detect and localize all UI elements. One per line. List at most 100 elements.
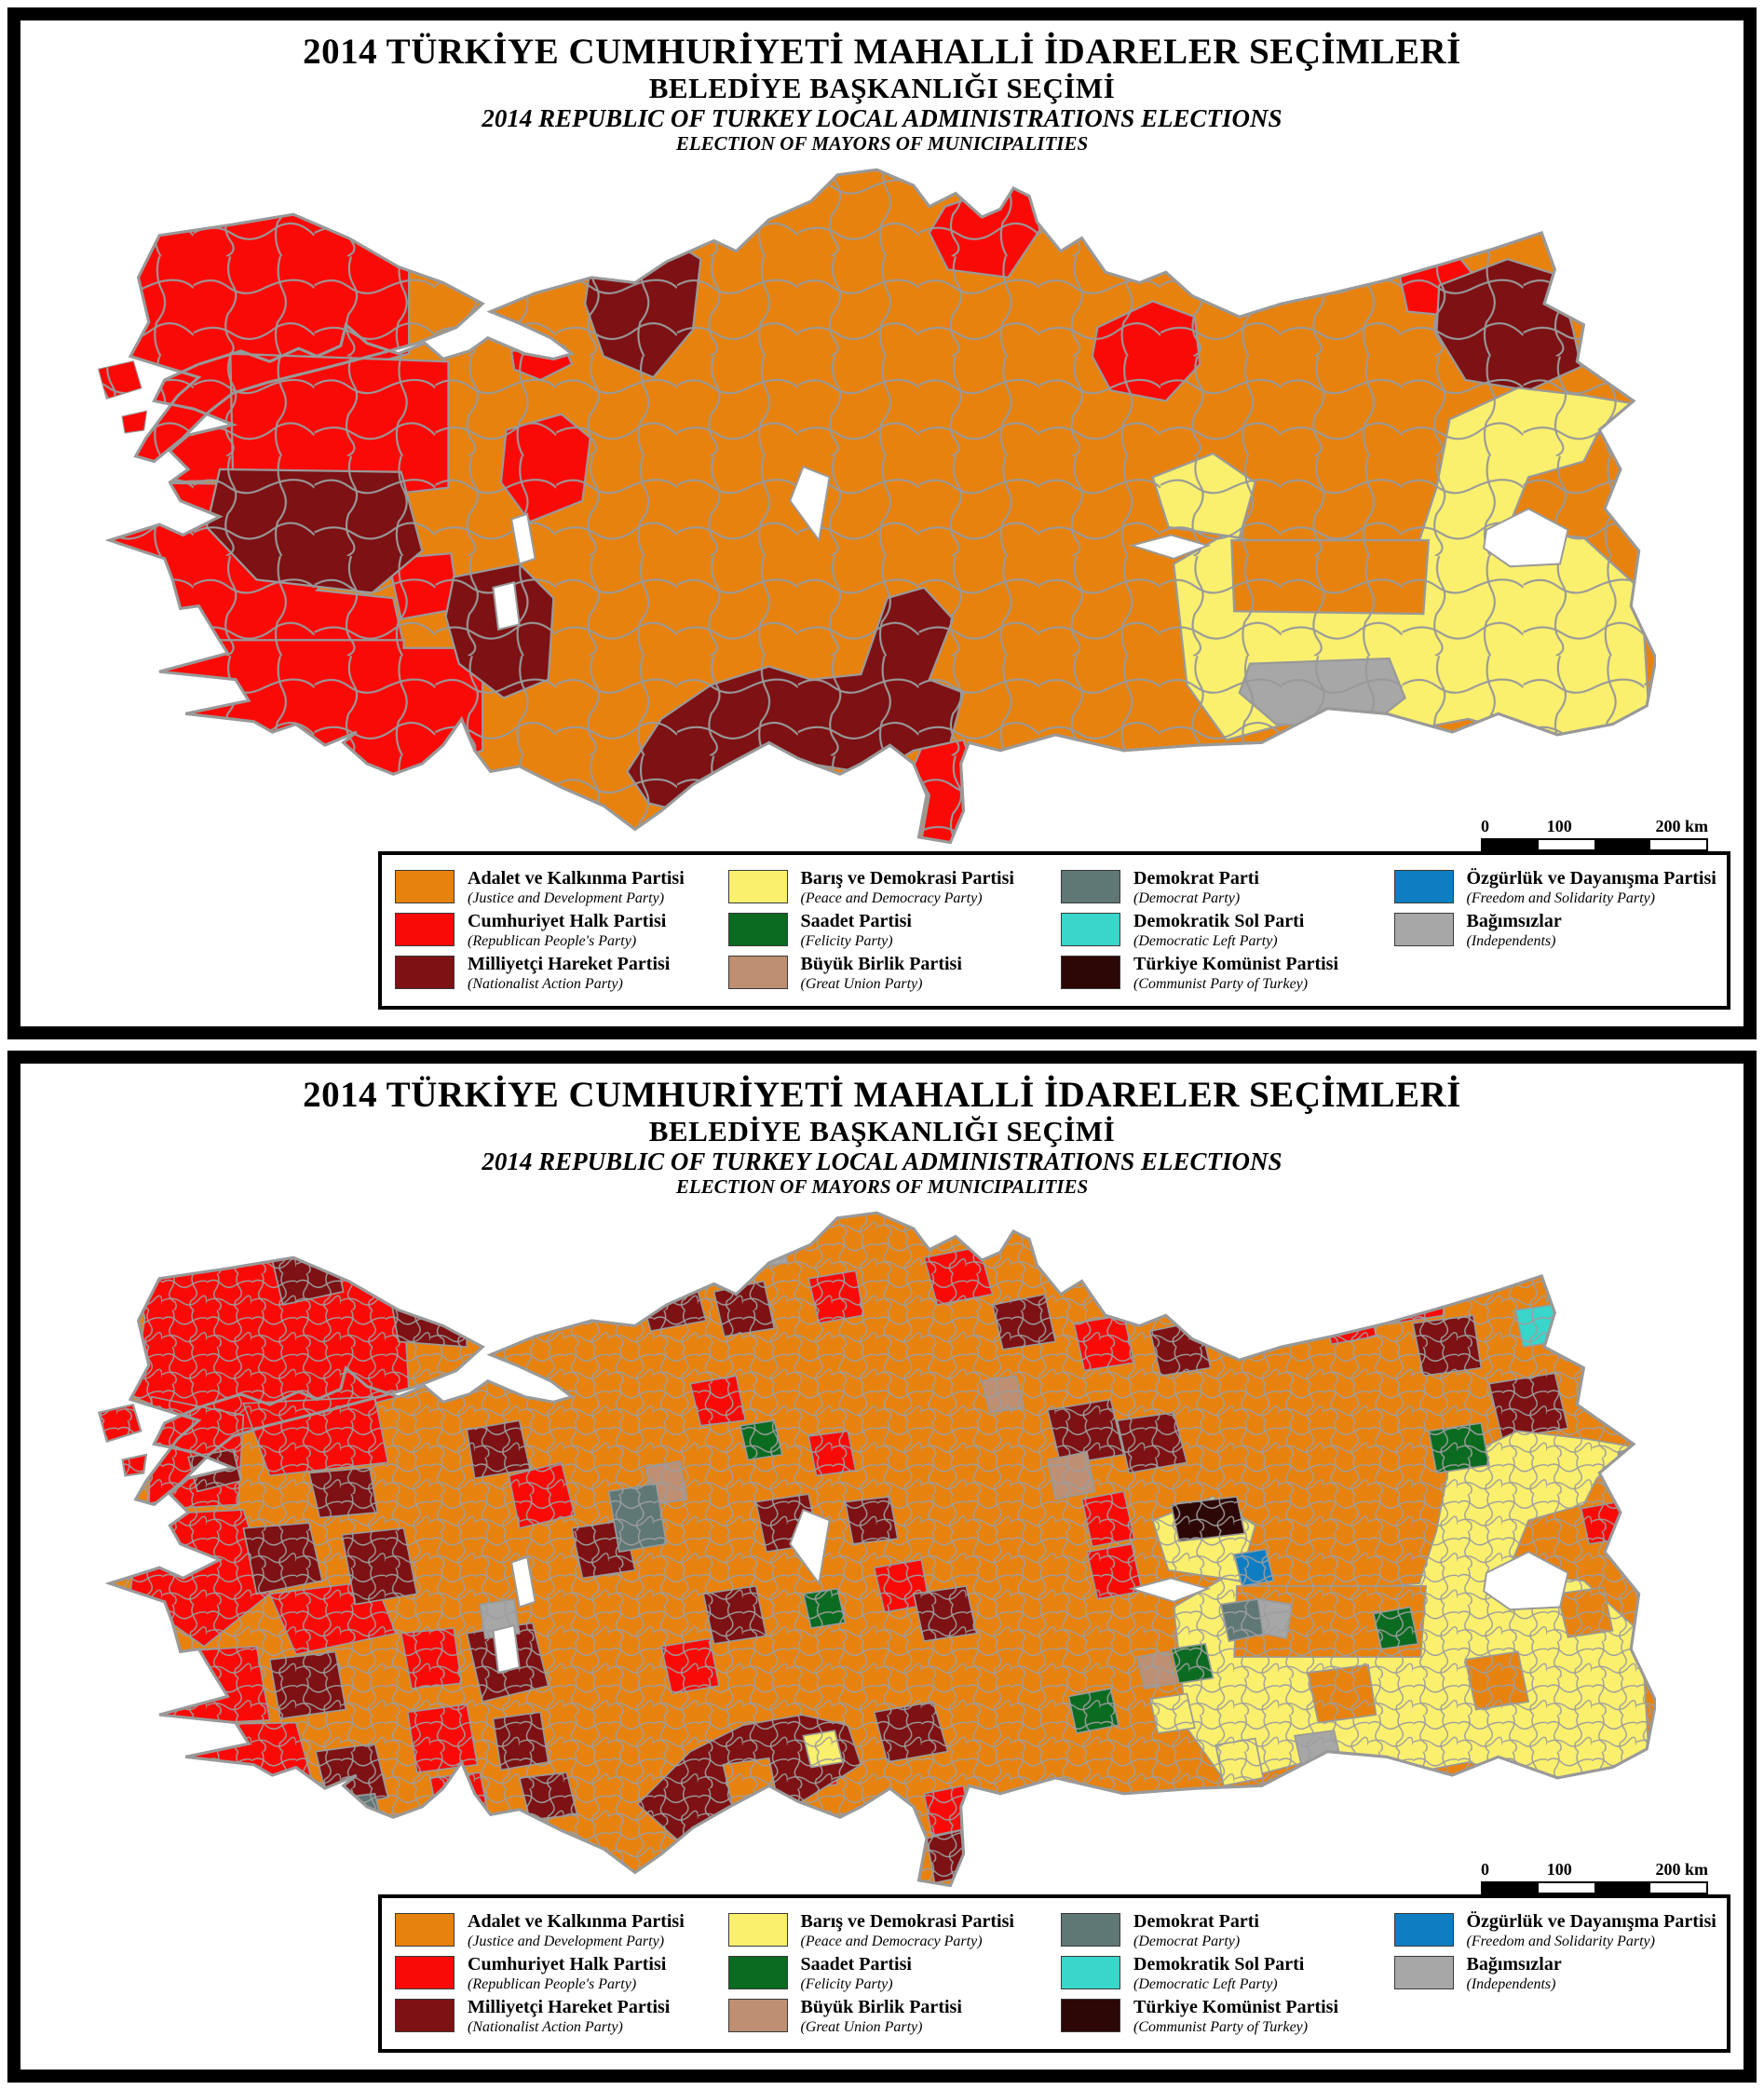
legend-item-akp: Adalet ve Kalkınma Partisi (Justice and D… bbox=[395, 868, 723, 907]
legend-name-en: (Republican People's Party) bbox=[468, 1976, 637, 1992]
legend-name-tr: Milliyetçi Hareket Partisi bbox=[468, 1997, 671, 2017]
legend-name-en: (Independents) bbox=[1466, 933, 1556, 949]
legend-column-3: Demokrat Parti (Democrat Party) Demokrati… bbox=[1061, 1907, 1389, 2040]
legend-name-tr: Türkiye Komünist Partisi bbox=[1133, 954, 1339, 974]
title-en-sub: ELECTION OF MAYORS OF MUNICIPALITIES bbox=[675, 131, 1089, 155]
legend-column-1: Adalet ve Kalkınma Partisi (Justice and D… bbox=[395, 1907, 723, 2040]
legend-name-tr: Saadet Partisi bbox=[800, 1954, 912, 1975]
legend-swatch-sp bbox=[727, 913, 788, 946]
legend-name-en: (Republican People's Party) bbox=[468, 933, 637, 949]
legend-name-en: (Democrat Party) bbox=[1133, 890, 1241, 906]
legend-item-sp: Saadet Partisi (Felicity Party) bbox=[727, 1954, 1056, 1993]
legend-name-en: (Nationalist Action Party) bbox=[468, 976, 623, 992]
legend-name-tr: Bağımsızlar bbox=[1466, 1954, 1562, 1975]
map-title-block: 2014 TÜRKİYE CUMHURİYETİ MAHALLİ İDARELE… bbox=[20, 20, 1744, 155]
legend-swatch-akp bbox=[395, 870, 455, 903]
legend-swatch-odp bbox=[1393, 870, 1454, 903]
scale-label-end: 200 km bbox=[1655, 817, 1708, 835]
turkey-map-provinces bbox=[98, 168, 1656, 845]
legend-item-tkp: Türkiye Komünist Partisi (Communist Party… bbox=[1061, 954, 1389, 993]
legend-swatch-dp bbox=[1061, 1913, 1120, 1947]
legend-item-odp: Özgürlük ve Dayanışma Partisi (Freedom an… bbox=[1393, 868, 1722, 907]
legend-item-dp: Demokrat Parti (Democrat Party) bbox=[1061, 868, 1389, 907]
legend-swatch-mhp bbox=[395, 1999, 455, 2032]
legend-swatch-odp bbox=[1393, 1913, 1454, 1947]
legend-column-1: Adalet ve Kalkınma Partisi (Justice and D… bbox=[395, 864, 723, 997]
legend-swatch-chp bbox=[395, 1956, 455, 1989]
scale-bar-labels: 0 100 200 km bbox=[1481, 1860, 1708, 1880]
legend-name-en: (Communist Party of Turkey) bbox=[1133, 976, 1309, 992]
scale-bar-labels: 0 100 200 km bbox=[1481, 817, 1708, 836]
legend-item-bdp: Barış ve Demokrasi Partisi (Peace and Dem… bbox=[727, 1911, 1056, 1950]
legend-item-bdp: Barış ve Demokrasi Partisi (Peace and Dem… bbox=[727, 868, 1056, 907]
legend-name-tr: Büyük Birlik Partisi bbox=[800, 954, 962, 974]
legend-item-bbp: Büyük Birlik Partisi (Great Union Party) bbox=[727, 1997, 1056, 2036]
legend-swatch-bdp bbox=[727, 1913, 788, 1947]
legend-name-en: (Great Union Party) bbox=[800, 2019, 923, 2035]
legend-swatch-sp bbox=[727, 1956, 788, 1989]
map-panel-districts: 2014 TÜRKİYE CUMHURİYETİ MAHALLİ İDARELE… bbox=[7, 1051, 1757, 2083]
legend-name-tr: Özgürlük ve Dayanışma Partisi bbox=[1466, 1911, 1717, 1932]
legend-name-en: (Independents) bbox=[1466, 1976, 1556, 1992]
legend-box: Adalet ve Kalkınma Partisi (Justice and D… bbox=[378, 1894, 1730, 2053]
legend-swatch-ind bbox=[1393, 1956, 1454, 1989]
legend-item-tkp: Türkiye Komünist Partisi (Communist Party… bbox=[1061, 1997, 1389, 2036]
scale-bar: 0 100 200 km bbox=[1481, 817, 1708, 851]
legend-item-dsp: Demokratik Sol Parti (Democratic Left Par… bbox=[1061, 911, 1389, 950]
map-panel-provinces: 2014 TÜRKİYE CUMHURİYETİ MAHALLİ İDARELE… bbox=[7, 7, 1757, 1039]
legend-swatch-bdp bbox=[727, 870, 788, 903]
legend-box: Adalet ve Kalkınma Partisi (Justice and D… bbox=[378, 851, 1730, 1010]
legend-swatch-dsp bbox=[1061, 1956, 1120, 1989]
legend-swatch-ind bbox=[1393, 913, 1454, 946]
legend-item-mhp: Milliyetçi Hareket Partisi (Nationalist A… bbox=[395, 954, 723, 993]
legend-name-en: (Justice and Development Party) bbox=[468, 890, 665, 906]
legend-swatch-dsp bbox=[1061, 913, 1120, 946]
legend-swatch-tkp bbox=[1061, 1999, 1120, 2032]
legend-swatch-bbp bbox=[727, 1999, 788, 2032]
legend-name-tr: Demokrat Parti bbox=[1133, 1911, 1259, 1932]
legend-name-en: (Democratic Left Party) bbox=[1133, 1976, 1278, 1992]
legend-name-en: (Nationalist Action Party) bbox=[468, 2019, 623, 2035]
legend-name-tr: Büyük Birlik Partisi bbox=[800, 1997, 962, 2017]
title-en-main: 2014 REPUBLIC OF TURKEY LOCAL ADMINISTRA… bbox=[482, 104, 1282, 133]
legend-item-mhp: Milliyetçi Hareket Partisi (Nationalist A… bbox=[395, 1997, 723, 2036]
province-borders-texture bbox=[99, 170, 1656, 843]
legend-item-chp: Cumhuriyet Halk Partisi (Republican Peopl… bbox=[395, 1954, 723, 1993]
legend-name-en: (Freedom and Solidarity Party) bbox=[1466, 1934, 1655, 1949]
legend-item-ind: Bağımsızlar (Independents) bbox=[1393, 911, 1722, 950]
title-tr-sub: BELEDİYE BAŞKANLIĞI SEÇİMİ bbox=[648, 1114, 1116, 1147]
legend-name-tr: Barış ve Demokrasi Partisi bbox=[800, 1911, 1014, 1932]
scale-bar: 0 100 200 km bbox=[1481, 1860, 1708, 1894]
legend-name-tr: Adalet ve Kalkınma Partisi bbox=[468, 1911, 685, 1932]
legend-name-tr: Demokratik Sol Parti bbox=[1133, 911, 1305, 931]
scale-label-middle: 100 bbox=[1546, 1860, 1572, 1879]
legend-item-sp: Saadet Partisi (Felicity Party) bbox=[727, 911, 1056, 950]
legend-name-tr: Demokratik Sol Parti bbox=[1133, 1954, 1305, 1975]
scale-bar-segments bbox=[1481, 1881, 1708, 1894]
turkey-map-districts bbox=[98, 1211, 1656, 1888]
legend-name-tr: Bağımsızlar bbox=[1466, 911, 1562, 931]
title-en-sub: ELECTION OF MAYORS OF MUNICIPALITIES bbox=[675, 1174, 1089, 1198]
legend-swatch-chp bbox=[395, 913, 455, 946]
legend-swatch-bbp bbox=[727, 956, 788, 989]
legend-name-en: (Felicity Party) bbox=[800, 933, 893, 949]
legend-name-en: (Felicity Party) bbox=[800, 1976, 893, 1992]
legend-name-tr: Özgürlük ve Dayanışma Partisi bbox=[1466, 868, 1717, 889]
legend-item-bbp: Büyük Birlik Partisi (Great Union Party) bbox=[727, 954, 1056, 993]
title-tr-sub: BELEDİYE BAŞKANLIĞI SEÇİMİ bbox=[648, 71, 1116, 104]
scale-bar-segments bbox=[1481, 838, 1708, 851]
legend-column-2: Barış ve Demokrasi Partisi (Peace and Dem… bbox=[727, 1907, 1056, 2040]
legend-name-en: (Democratic Left Party) bbox=[1133, 933, 1278, 949]
legend-column-4: Özgürlük ve Dayanışma Partisi (Freedom an… bbox=[1393, 1907, 1722, 2040]
legend-item-dp: Demokrat Parti (Democrat Party) bbox=[1061, 1911, 1389, 1950]
legend-name-tr: Cumhuriyet Halk Partisi bbox=[468, 1954, 667, 1975]
legend-name-en: (Justice and Development Party) bbox=[468, 1934, 665, 1949]
legend-swatch-dp bbox=[1061, 870, 1120, 903]
legend-name-en: (Peace and Democracy Party) bbox=[800, 1934, 983, 1949]
map-title-block: 2014 TÜRKİYE CUMHURİYETİ MAHALLİ İDARELE… bbox=[20, 1064, 1744, 1198]
legend-name-tr: Saadet Partisi bbox=[800, 911, 912, 931]
legend-name-tr: Türkiye Komünist Partisi bbox=[1133, 1997, 1339, 2017]
legend-name-tr: Barış ve Demokrasi Partisi bbox=[800, 868, 1014, 889]
title-tr-main: 2014 TÜRKİYE CUMHURİYETİ MAHALLİ İDARELE… bbox=[303, 1075, 1461, 1115]
legend-name-tr: Adalet ve Kalkınma Partisi bbox=[468, 868, 685, 889]
